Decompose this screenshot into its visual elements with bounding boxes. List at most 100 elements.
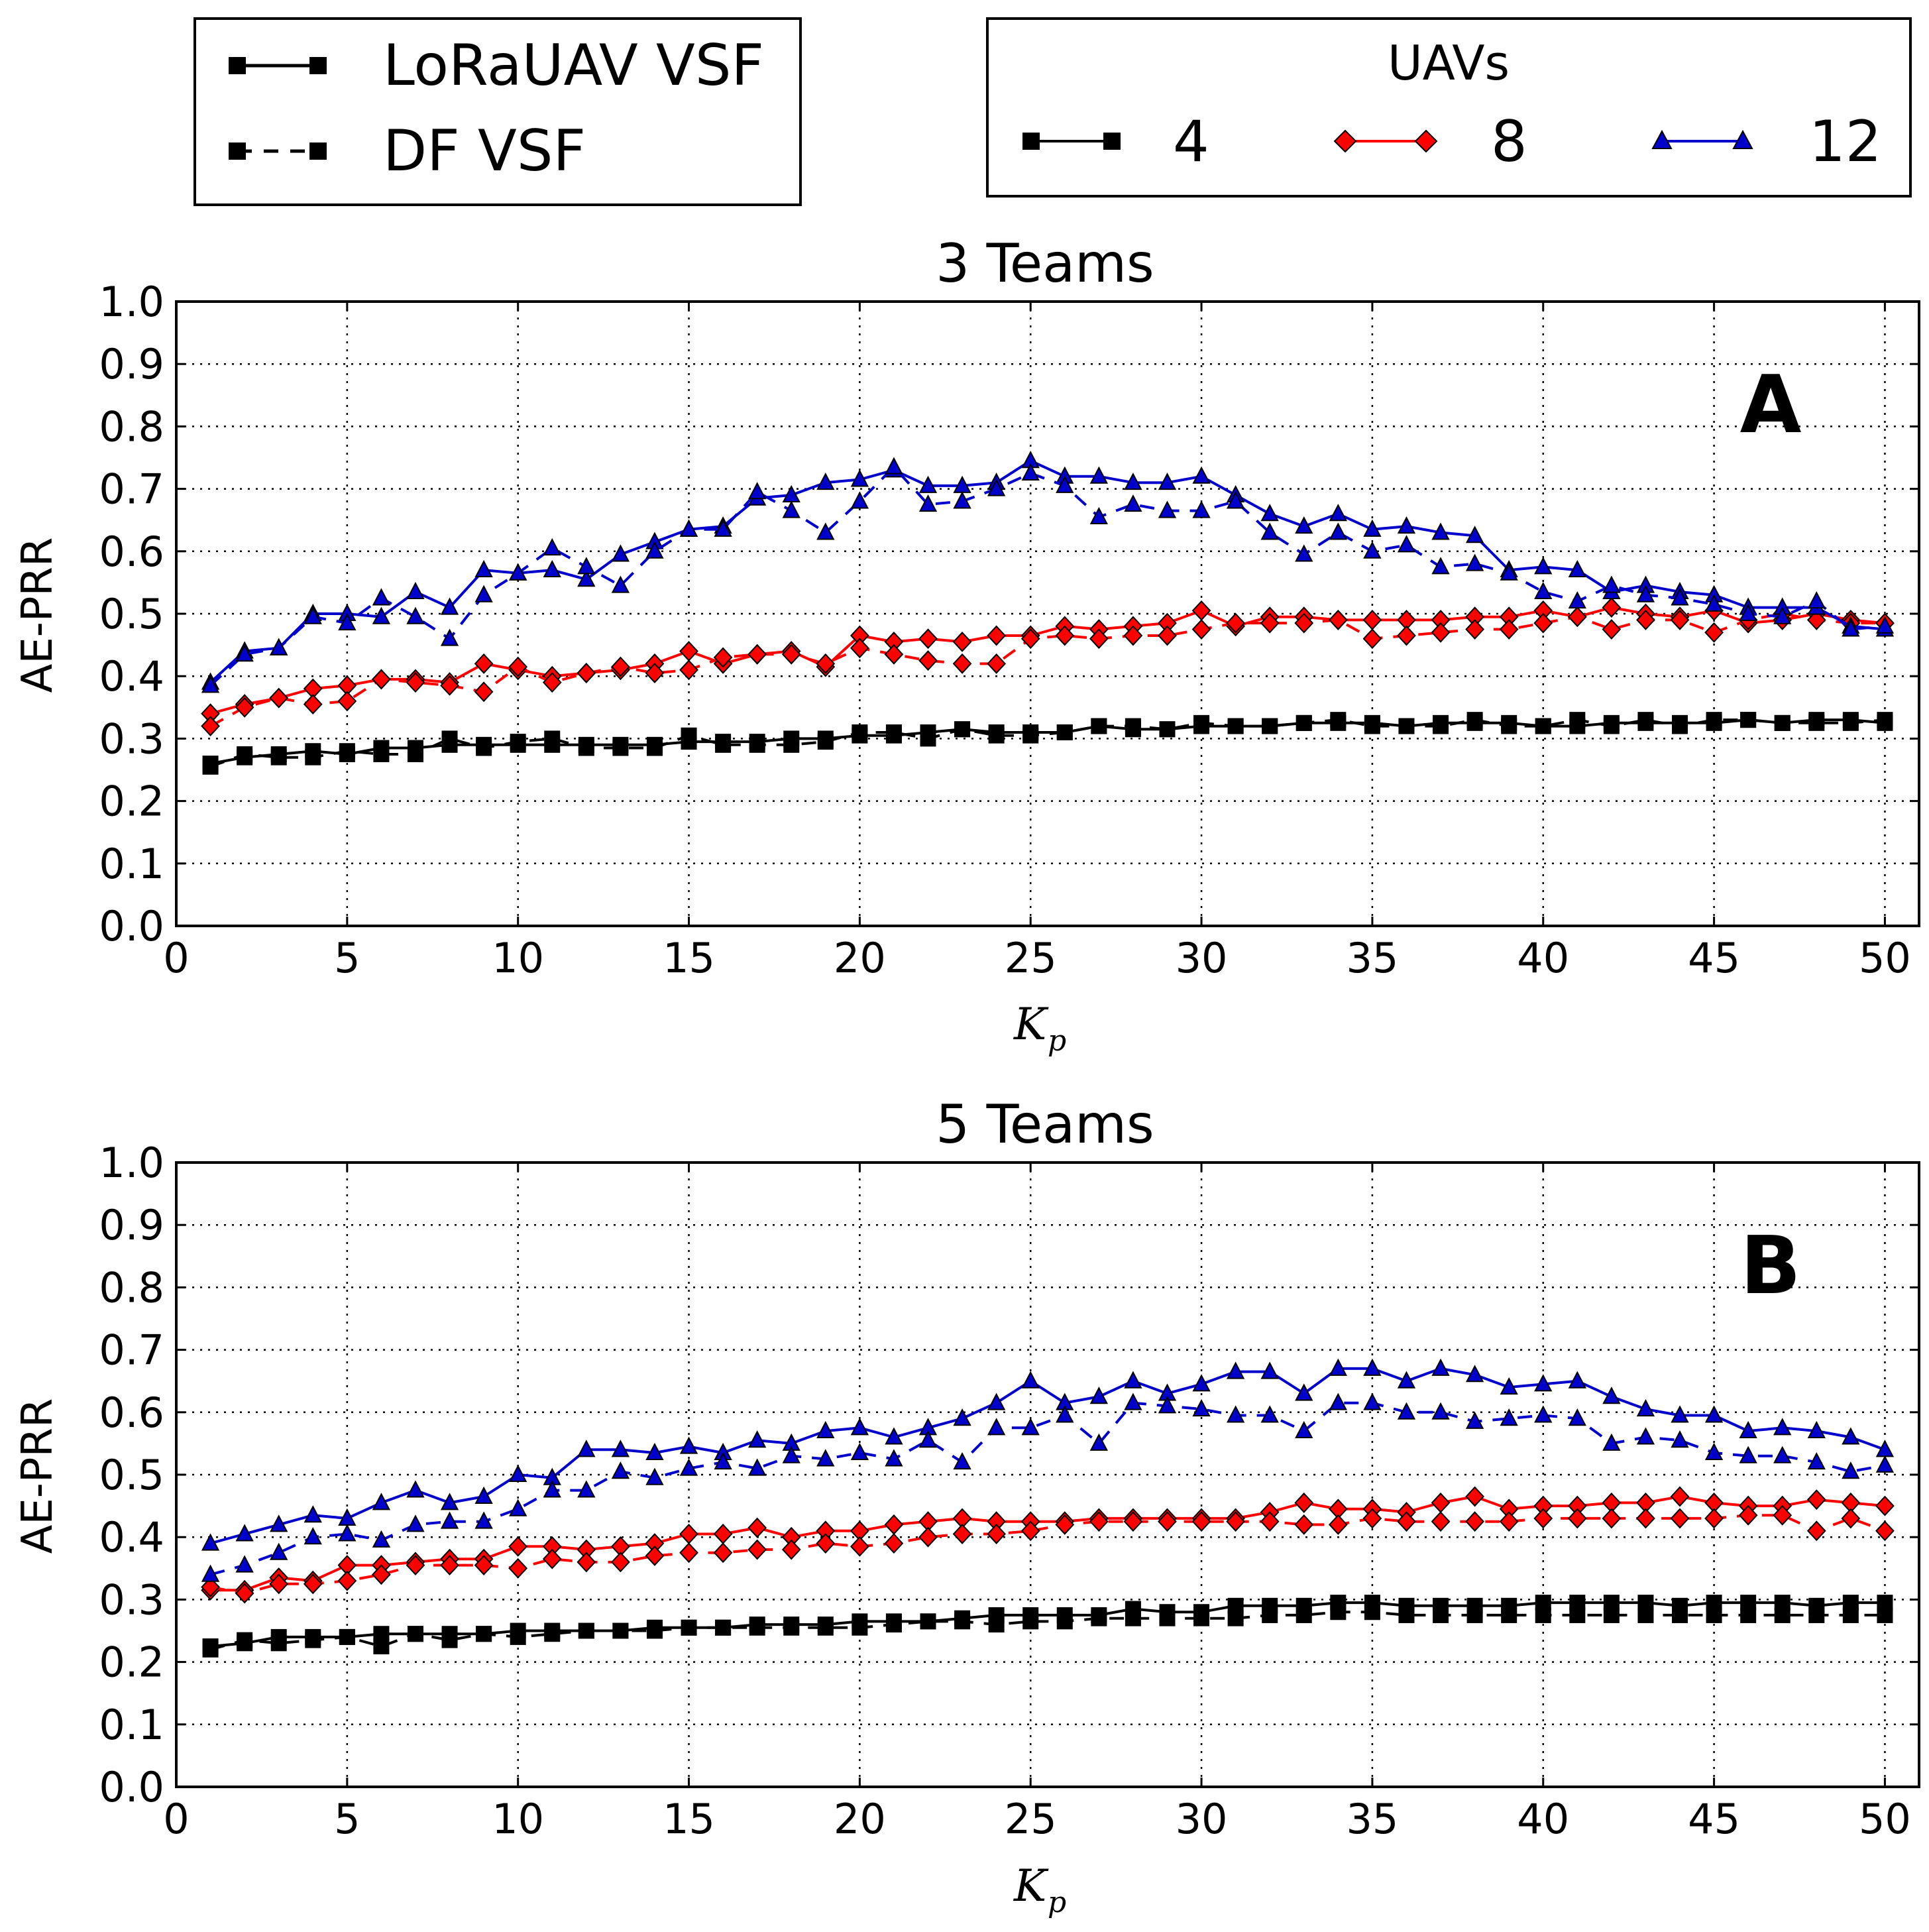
data-point — [1808, 1607, 1825, 1623]
data-point — [1568, 591, 1586, 609]
data-point — [1740, 1607, 1757, 1623]
data-point — [339, 743, 355, 760]
y-tick-label: 0.3 — [99, 1575, 164, 1624]
data-point — [1262, 1607, 1278, 1623]
y-tick-label: 0.6 — [99, 528, 164, 576]
data-point — [679, 1458, 698, 1476]
data-point — [1773, 1418, 1792, 1436]
data-point — [987, 479, 1006, 496]
data-point — [1739, 1420, 1757, 1439]
panel-5-teams-panel-label: B — [1740, 1220, 1800, 1312]
data-point — [406, 606, 425, 624]
data-point — [372, 606, 391, 624]
series-4-uavs-df — [202, 1604, 1893, 1658]
data-point — [407, 1626, 423, 1642]
data-point — [441, 730, 458, 747]
data-point — [1191, 1511, 1211, 1532]
data-point — [1329, 522, 1347, 540]
data-point — [235, 1583, 254, 1604]
data-point — [611, 1552, 630, 1573]
data-point — [1842, 1427, 1860, 1445]
data-point — [1569, 1607, 1586, 1623]
data-point — [817, 734, 834, 750]
data-point — [1397, 1511, 1416, 1532]
data-point — [1533, 1508, 1553, 1529]
data-point — [645, 1545, 665, 1566]
data-point — [201, 716, 220, 737]
data-point — [1192, 1374, 1211, 1392]
data-point — [407, 746, 423, 762]
series-line-12-uavs-df — [209, 465, 1885, 687]
data-point — [1842, 714, 1859, 731]
data-point — [577, 557, 596, 575]
data-point — [1842, 619, 1860, 637]
data-point — [1465, 553, 1484, 571]
data-point — [885, 457, 903, 475]
series-line-8-uavs-df — [210, 1514, 1886, 1595]
panel-3-teams-plot-area: 0 5 10 15 20 25 30 35 40 45 50 0.0 0.1 0.2 0.3 0.4 0.5 0.… — [99, 278, 1920, 982]
data-point — [816, 1533, 836, 1554]
data-point — [235, 1555, 254, 1573]
data-point — [1363, 541, 1382, 559]
x-tick-label: 15 — [663, 934, 715, 982]
data-point — [1704, 1405, 1724, 1423]
data-point — [474, 559, 493, 578]
data-point — [1123, 1511, 1143, 1532]
data-point — [270, 1542, 288, 1560]
data-point — [1364, 1604, 1380, 1620]
data-point — [1875, 1495, 1895, 1516]
data-point — [372, 669, 391, 690]
data-point — [474, 681, 494, 703]
data-point — [1363, 519, 1382, 537]
data-point — [510, 1628, 526, 1645]
data-point — [474, 1555, 494, 1576]
series-12-uavs-df — [201, 457, 1895, 693]
y-tick-label: 0.5 — [99, 1451, 164, 1499]
data-point — [1806, 1520, 1826, 1542]
data-point — [270, 749, 287, 766]
data-point — [406, 581, 425, 600]
y-tick-label: 0.1 — [99, 840, 164, 888]
data-point — [372, 1564, 391, 1585]
data-point — [953, 491, 971, 509]
data-point — [1397, 516, 1416, 534]
data-point — [1260, 1361, 1279, 1379]
legend-solid-label: LoRaUAV VSF — [383, 32, 764, 99]
data-point — [1295, 544, 1313, 562]
data-point — [918, 628, 938, 650]
data-point — [1568, 559, 1586, 578]
data-point — [237, 1632, 253, 1648]
panel-3-teams-y-axis-label: AE-PRR — [13, 538, 62, 693]
data-point — [1603, 1607, 1620, 1623]
data-point — [850, 1536, 869, 1557]
data-point — [1431, 1511, 1451, 1532]
data-point — [1534, 1374, 1553, 1392]
data-point — [1806, 609, 1826, 630]
data-point — [1637, 1607, 1654, 1623]
data-point — [850, 1418, 869, 1436]
data-point — [1465, 1411, 1484, 1429]
x-tick-label: 5 — [334, 1795, 360, 1843]
data-point — [1193, 714, 1210, 731]
data-point — [885, 1449, 903, 1467]
data-point — [611, 544, 630, 562]
data-point — [816, 473, 835, 490]
y-tick-label: 0.9 — [99, 340, 164, 388]
data-point — [1125, 718, 1141, 734]
data-point — [918, 1430, 938, 1448]
data-point — [542, 672, 562, 693]
data-point — [1842, 1461, 1860, 1479]
x-tick-label: 10 — [492, 1795, 544, 1843]
data-point — [1602, 1508, 1622, 1529]
data-point — [1670, 1508, 1690, 1529]
data-point — [1671, 588, 1689, 606]
data-point — [406, 1480, 425, 1498]
data-point — [1226, 1405, 1245, 1423]
data-point — [1294, 612, 1314, 634]
data-point — [1227, 718, 1244, 734]
y-tick-label: 0.7 — [99, 1326, 164, 1375]
panel-5-teams-title: 5 Teams — [936, 1094, 1154, 1155]
data-point — [337, 691, 357, 712]
data-point — [1671, 1405, 1689, 1423]
x-tick-label: 45 — [1688, 934, 1740, 982]
